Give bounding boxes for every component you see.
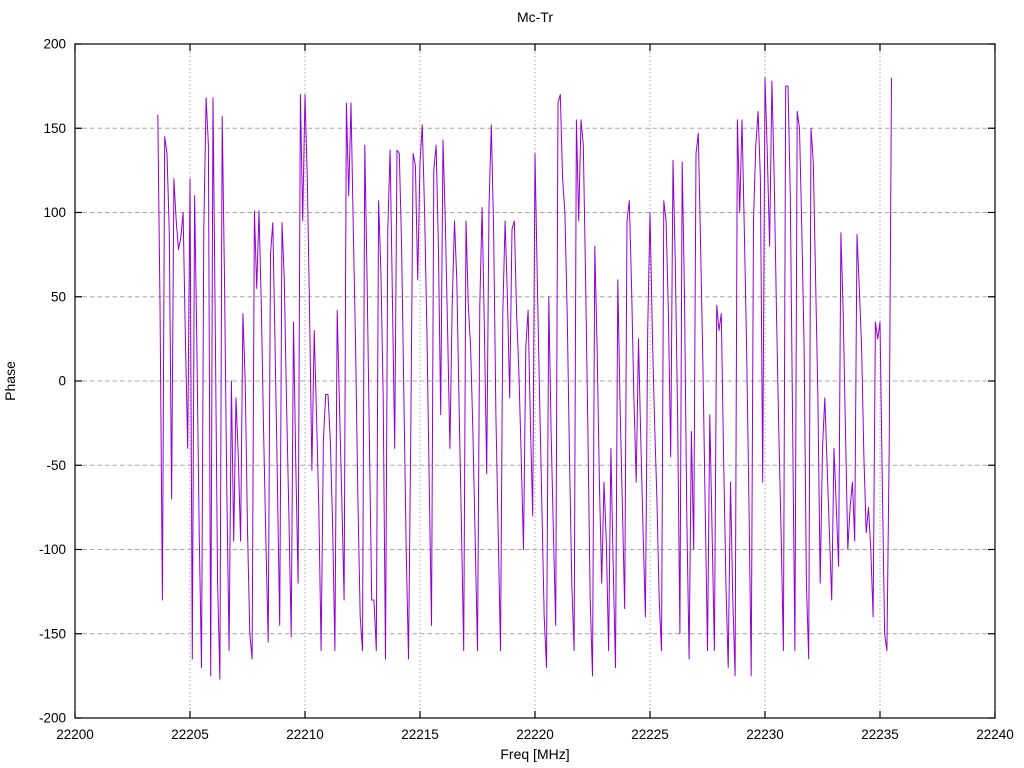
x-tick-label: 22230: [746, 727, 784, 742]
x-tick-label: 22225: [631, 727, 669, 742]
y-tick-label: -100: [39, 542, 66, 557]
x-tick-label: 22240: [976, 727, 1014, 742]
x-axis-label: Freq [MHz]: [500, 746, 569, 762]
x-tick-label: 22205: [171, 727, 209, 742]
y-tick-label: 50: [51, 289, 66, 304]
y-tick-label: -200: [39, 711, 66, 726]
x-tick-label: 22215: [401, 727, 439, 742]
x-tick-label: 22235: [861, 727, 899, 742]
y-tick-label: -50: [46, 458, 66, 473]
phase-series-line: [157, 77, 892, 680]
y-tick-label: -150: [39, 626, 66, 641]
x-tick-label: 22200: [56, 727, 94, 742]
x-tick-label: 22210: [286, 727, 324, 742]
phase-trace: [157, 77, 892, 680]
axes: 22200 22205 22210 22215 22220 22225 22230 22235…: [39, 37, 1014, 743]
x-tick-label: 22220: [516, 727, 554, 742]
y-tick-label: 100: [43, 205, 66, 220]
y-tick-label: 150: [43, 121, 66, 136]
y-tick-label: 0: [58, 374, 66, 389]
chart-title: Mc-Tr: [517, 9, 553, 25]
y-tick-label: 200: [43, 37, 66, 52]
y-axis-label: Phase: [2, 361, 18, 401]
